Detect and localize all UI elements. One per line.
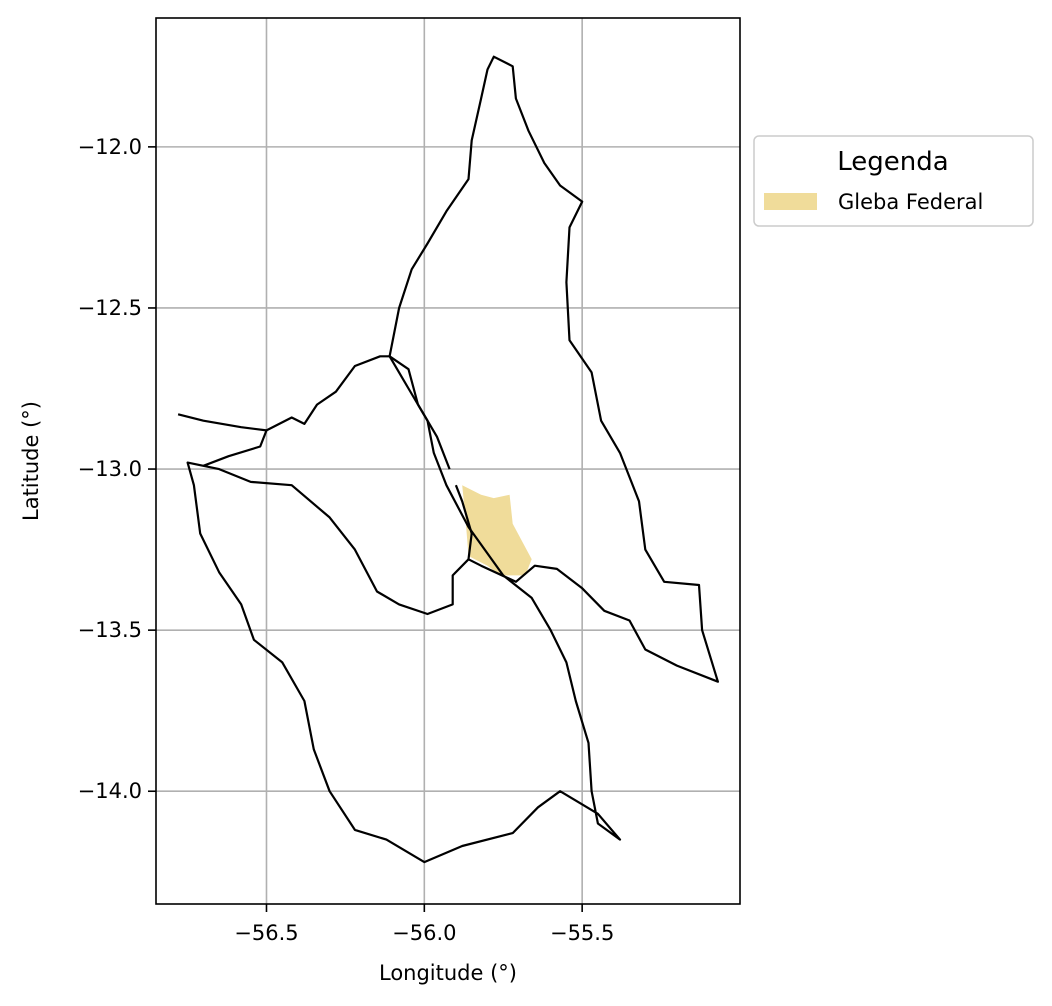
x-tick-label: −56.0	[392, 921, 456, 945]
legend-title: Legenda	[837, 147, 948, 177]
grid-lines	[156, 18, 740, 904]
legend-label-gleba-federal: Gleba Federal	[838, 190, 983, 214]
gleba-federal-area	[462, 485, 532, 576]
x-tick-label: −56.5	[234, 921, 298, 945]
axis-ticks: −56.5 −56.0 −55.5 −12.0 −12.5 −13.0 −13.5 −14.0	[78, 135, 615, 945]
x-axis-label: Longitude (°)	[379, 961, 517, 985]
y-tick-label: −14.0	[78, 779, 142, 803]
y-tick-label: −12.5	[78, 296, 142, 320]
sub-basin-boundary	[388, 355, 451, 470]
watershed-outer-boundary	[186, 55, 719, 864]
plot-area: −56.5 −56.0 −55.5 −12.0 −12.5 −13.0 −13.5 −14.0	[78, 17, 741, 945]
legend-swatch-gleba-federal	[764, 193, 817, 210]
y-tick-label: −12.0	[78, 135, 142, 159]
sub-basin-boundary	[177, 355, 390, 432]
x-tick-label: −55.5	[550, 921, 614, 945]
sub-basin-boundary	[454, 484, 473, 560]
y-tick-label: −13.0	[78, 457, 142, 481]
y-tick-label: −13.5	[78, 618, 142, 642]
plot-frame	[155, 17, 741, 905]
sub-basin-boundary	[203, 429, 268, 467]
legend: Legenda Gleba Federal	[753, 135, 1034, 227]
map-features	[177, 55, 719, 864]
y-axis-label: Latitude (°)	[19, 401, 43, 521]
legend-box	[753, 135, 1034, 227]
